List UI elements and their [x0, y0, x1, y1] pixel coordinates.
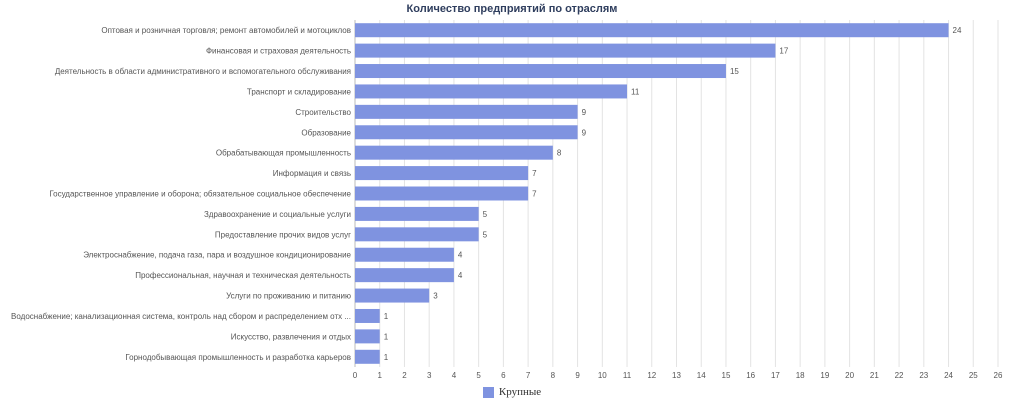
x-tick-label: 5 [476, 371, 481, 380]
bar[interactable] [355, 206, 479, 221]
bar[interactable] [355, 227, 479, 242]
data-label: 7 [532, 169, 537, 178]
legend-label: Крупные [498, 386, 542, 398]
x-tick-label: 19 [820, 371, 829, 380]
bar[interactable] [355, 125, 578, 140]
x-tick-label: 21 [870, 371, 879, 380]
x-tick-label: 25 [969, 371, 978, 380]
data-label: 5 [483, 210, 488, 219]
data-label: 8 [557, 149, 562, 158]
category-label: Информация и связь [273, 169, 351, 178]
bar[interactable] [355, 329, 380, 344]
bar[interactable] [355, 64, 726, 79]
data-label: 1 [384, 332, 389, 341]
x-tick-label: 20 [845, 371, 854, 380]
data-label: 15 [730, 67, 739, 76]
bar[interactable] [355, 43, 776, 58]
category-label: Государственное управление и оборона; об… [49, 190, 351, 199]
x-tick-label: 13 [672, 371, 681, 380]
category-label: Услуги по проживанию и питанию [226, 292, 351, 301]
x-tick-label: 12 [647, 371, 656, 380]
data-label: 1 [384, 312, 389, 321]
x-tick-label: 18 [796, 371, 805, 380]
x-tick-label: 7 [526, 371, 531, 380]
bar[interactable] [355, 186, 529, 201]
x-tick-label: 1 [378, 371, 383, 380]
bar[interactable] [355, 308, 380, 323]
category-label: Образование [301, 128, 351, 137]
data-label: 24 [953, 26, 962, 35]
bar[interactable] [355, 84, 628, 99]
category-label: Водоснабжение; канализационная система, … [11, 312, 351, 321]
x-tick-label: 17 [771, 371, 780, 380]
x-tick-label: 23 [919, 371, 928, 380]
x-tick-label: 2 [402, 371, 407, 380]
category-label: Электроснабжение, подача газа, пара и во… [83, 251, 351, 260]
bar[interactable] [355, 349, 380, 364]
x-tick-label: 11 [623, 371, 632, 380]
bar[interactable] [355, 104, 578, 119]
bars [355, 23, 949, 364]
bar[interactable] [355, 288, 430, 303]
data-label: 1 [384, 353, 389, 362]
category-label: Искусство, развлечения и отдых [231, 332, 351, 341]
data-label: 4 [458, 271, 463, 280]
x-tick-label: 9 [575, 371, 580, 380]
x-tick-label: 24 [944, 371, 953, 380]
x-tick-label: 0 [353, 371, 358, 380]
data-label: 4 [458, 251, 463, 260]
legend-swatch [482, 386, 494, 398]
x-tick-label: 6 [501, 371, 506, 380]
bar[interactable] [355, 166, 529, 181]
data-label: 9 [582, 128, 587, 137]
category-label: Профессиональная, научная и техническая … [135, 271, 351, 280]
x-tick-label: 4 [452, 371, 457, 380]
bar[interactable] [355, 268, 454, 283]
bar[interactable] [355, 145, 553, 160]
category-label: Обрабатывающая промышленность [216, 149, 351, 158]
category-label: Строительство [295, 108, 351, 117]
category-label: Горнодобывающая промышленность и разрабо… [125, 353, 351, 362]
x-axis-ticks: 0 1 2 3 4 5 6 7 8 9 10 11 12 13 14 15 16 17 18 19 20 21 22 23 24… [353, 371, 1003, 380]
data-label: 3 [433, 292, 438, 301]
x-tick-label: 10 [598, 371, 607, 380]
category-label: Деятельность в области административного… [55, 67, 351, 76]
x-tick-label: 16 [746, 371, 755, 380]
x-tick-label: 26 [994, 371, 1003, 380]
data-label: 11 [631, 87, 640, 96]
category-label: Транспорт и складирование [247, 87, 352, 96]
data-label: 9 [582, 108, 587, 117]
category-label: Оптовая и розничная торговля; ремонт авт… [101, 26, 351, 35]
x-tick-label: 14 [697, 371, 706, 380]
category-labels: Оптовая и розничная торговля; ремонт авт… [11, 26, 352, 362]
x-tick-label: 3 [427, 371, 432, 380]
x-tick-label: 22 [895, 371, 904, 380]
data-label: 17 [779, 47, 788, 56]
x-tick-label: 8 [551, 371, 556, 380]
data-label: 7 [532, 190, 537, 199]
bar[interactable] [355, 247, 454, 262]
legend[interactable]: Крупные [0, 386, 1024, 398]
data-label: 5 [483, 230, 488, 239]
x-tick-label: 15 [722, 371, 731, 380]
category-label: Здравоохранение и социальные услуги [204, 210, 351, 219]
bar[interactable] [355, 23, 949, 38]
chart-title: Количество предприятий по отраслям [406, 3, 618, 15]
category-label: Предоставление прочих видов услуг [215, 230, 351, 239]
category-label: Финансовая и страховая деятельность [206, 47, 351, 56]
